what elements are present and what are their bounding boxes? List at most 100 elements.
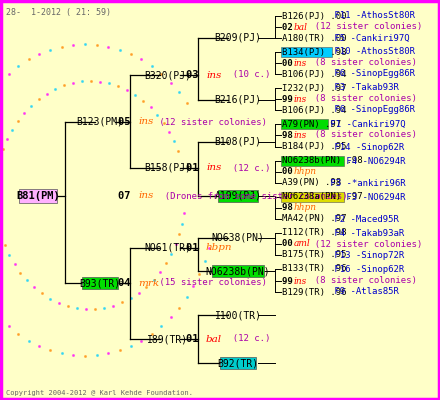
Text: aml: aml xyxy=(294,240,311,248)
Text: 04: 04 xyxy=(118,278,137,288)
Text: B129(TR) .96: B129(TR) .96 xyxy=(282,288,347,296)
Text: ins: ins xyxy=(138,118,154,126)
Text: B209(PJ): B209(PJ) xyxy=(215,33,261,43)
Text: (8 sister colonies): (8 sister colonies) xyxy=(304,58,417,68)
Text: F3 -NO6294R: F3 -NO6294R xyxy=(341,192,406,202)
Text: I100(TR): I100(TR) xyxy=(215,310,261,320)
Text: NO638(PN): NO638(PN) xyxy=(212,233,264,243)
Text: ins: ins xyxy=(206,70,221,80)
Text: bal: bal xyxy=(206,334,222,344)
Text: ins: ins xyxy=(294,94,307,104)
Text: I89(TR): I89(TR) xyxy=(147,334,189,344)
Text: NO6238b(PN) .98: NO6238b(PN) .98 xyxy=(282,156,363,166)
Text: F11 -AthosSt80R: F11 -AthosSt80R xyxy=(329,12,415,20)
Text: 01: 01 xyxy=(186,243,205,253)
Text: 01: 01 xyxy=(186,163,205,173)
Text: (8 sister colonies): (8 sister colonies) xyxy=(304,130,417,140)
Text: F16 -Sinop62R: F16 -Sinop62R xyxy=(329,264,404,274)
Text: B106(PJ) .94: B106(PJ) .94 xyxy=(282,106,347,114)
Text: F6 -SinopEgg86R: F6 -SinopEgg86R xyxy=(329,106,415,114)
Text: 00: 00 xyxy=(282,240,298,248)
Text: A199(PJ): A199(PJ) xyxy=(215,191,261,201)
FancyBboxPatch shape xyxy=(212,265,264,278)
Text: F1 -Cankiri97Q: F1 -Cankiri97Q xyxy=(325,120,406,128)
Text: (Drones from some sister colonies): (Drones from some sister colonies) xyxy=(154,192,347,200)
Text: mrk: mrk xyxy=(138,278,159,288)
FancyBboxPatch shape xyxy=(218,190,258,202)
Text: (8 sister colonies): (8 sister colonies) xyxy=(304,94,417,104)
Text: (12 c.): (12 c.) xyxy=(221,334,270,344)
FancyBboxPatch shape xyxy=(281,47,332,57)
Text: 99: 99 xyxy=(282,94,298,104)
Text: 98: 98 xyxy=(282,204,298,212)
Text: ins: ins xyxy=(206,164,221,172)
Text: (10 c.): (10 c.) xyxy=(221,70,270,80)
Text: 00: 00 xyxy=(282,58,298,68)
Text: 07: 07 xyxy=(118,191,137,201)
Text: B126(PJ) .00: B126(PJ) .00 xyxy=(282,12,347,20)
Text: MA42(PN) .97: MA42(PN) .97 xyxy=(282,214,347,224)
Text: A180(TR) .00: A180(TR) .00 xyxy=(282,34,347,42)
Text: B106(PJ) .94: B106(PJ) .94 xyxy=(282,70,347,78)
Text: (12 sister colonies): (12 sister colonies) xyxy=(154,118,266,126)
Text: F14 -Sinop62R: F14 -Sinop62R xyxy=(329,142,404,152)
Text: B320(PJ): B320(PJ) xyxy=(144,70,191,80)
FancyBboxPatch shape xyxy=(82,277,117,290)
Text: F3 -*ankiri96R: F3 -*ankiri96R xyxy=(325,178,406,188)
Text: B123(PM): B123(PM) xyxy=(77,117,124,127)
Text: B175(TR) .95: B175(TR) .95 xyxy=(282,250,347,260)
Text: B216(PJ): B216(PJ) xyxy=(215,95,261,105)
Text: Copyright 2004-2012 @ Karl Kehde Foundation.: Copyright 2004-2012 @ Karl Kehde Foundat… xyxy=(6,390,193,396)
Text: hhpn: hhpn xyxy=(294,204,317,212)
Text: I232(PJ) .97: I232(PJ) .97 xyxy=(282,84,347,92)
Text: B158(PJ): B158(PJ) xyxy=(144,163,191,173)
Text: 01: 01 xyxy=(186,334,205,344)
Text: B184(PJ) .95: B184(PJ) .95 xyxy=(282,142,347,152)
Text: NO6238b(PN): NO6238b(PN) xyxy=(205,266,270,276)
FancyBboxPatch shape xyxy=(281,119,328,129)
Text: ins: ins xyxy=(138,192,154,200)
Text: F13 -Sinop72R: F13 -Sinop72R xyxy=(329,250,404,260)
Text: bal: bal xyxy=(294,22,308,32)
Text: ins: ins xyxy=(294,58,307,68)
FancyBboxPatch shape xyxy=(281,192,344,202)
Text: B134(PJ) .98: B134(PJ) .98 xyxy=(282,48,347,56)
FancyBboxPatch shape xyxy=(220,357,256,370)
Text: B108(PJ): B108(PJ) xyxy=(215,137,261,147)
Text: (8 sister colonies): (8 sister colonies) xyxy=(304,276,417,286)
Text: F4 -Takab93aR: F4 -Takab93aR xyxy=(329,228,404,238)
Text: F3 -Takab93R: F3 -Takab93R xyxy=(329,84,399,92)
Text: A79(PN) .97: A79(PN) .97 xyxy=(282,120,341,128)
Text: 98: 98 xyxy=(282,130,298,140)
Text: F9 -Atlas85R: F9 -Atlas85R xyxy=(329,288,399,296)
Text: B93(TR): B93(TR) xyxy=(80,278,121,288)
Text: 00: 00 xyxy=(282,168,298,176)
Text: ins: ins xyxy=(294,276,307,286)
Text: F2 -Maced95R: F2 -Maced95R xyxy=(329,214,399,224)
Text: 28-  1-2012 ( 21: 59): 28- 1-2012 ( 21: 59) xyxy=(6,8,111,17)
Text: ins: ins xyxy=(294,130,307,140)
FancyBboxPatch shape xyxy=(281,156,344,166)
Text: hhpn: hhpn xyxy=(294,168,317,176)
Text: A39(PN) .98: A39(PN) .98 xyxy=(282,178,341,188)
Text: (12 sister colonies): (12 sister colonies) xyxy=(304,240,423,248)
Text: (15 sister colonies): (15 sister colonies) xyxy=(154,278,266,288)
Text: F5 -Cankiri97Q: F5 -Cankiri97Q xyxy=(329,34,410,42)
Text: (12 sister colonies): (12 sister colonies) xyxy=(304,22,423,32)
Text: F4 -NO6294R: F4 -NO6294R xyxy=(341,156,406,166)
Text: 99: 99 xyxy=(282,276,298,286)
Text: B133(TR) .96: B133(TR) .96 xyxy=(282,264,347,274)
Text: B92(TR): B92(TR) xyxy=(217,358,259,368)
Text: 05: 05 xyxy=(118,117,137,127)
Text: B81(PM): B81(PM) xyxy=(16,191,60,201)
Text: NO6238a(PN) .97: NO6238a(PN) .97 xyxy=(282,192,363,202)
Text: I112(TR) .98: I112(TR) .98 xyxy=(282,228,347,238)
Text: NO61(TR): NO61(TR) xyxy=(144,243,191,253)
FancyBboxPatch shape xyxy=(19,189,57,203)
Text: 02: 02 xyxy=(282,22,298,32)
Text: (12 c.): (12 c.) xyxy=(221,164,270,172)
Text: F6 -SinopEgg86R: F6 -SinopEgg86R xyxy=(329,70,415,78)
Text: F10 -AthosSt80R: F10 -AthosSt80R xyxy=(329,48,415,56)
Text: hbpn: hbpn xyxy=(206,244,232,252)
Text: 03: 03 xyxy=(186,70,205,80)
